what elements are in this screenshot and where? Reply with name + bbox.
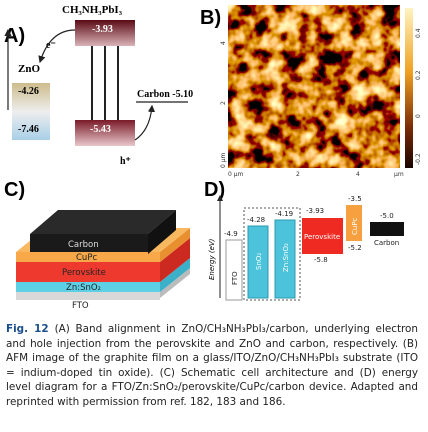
panel-label: A) [4, 25, 25, 47]
carbon-label: Carbon -5.10 [137, 89, 193, 100]
stack [16, 210, 190, 300]
dashed-box [243, 207, 301, 301]
material: Perovskite [304, 233, 340, 241]
panel-label: B) [200, 7, 221, 29]
homo-box [75, 120, 135, 146]
material: FTO [231, 271, 239, 285]
carbon-box [370, 222, 404, 236]
perovskite-box [302, 218, 343, 254]
level: -3.93 [306, 207, 324, 215]
level: -5.43 [90, 124, 111, 135]
layer-label: CuPc [76, 253, 97, 263]
hole-arrow [134, 104, 156, 141]
layer-label: FTO [72, 301, 89, 311]
y-tick-label: 4 [220, 41, 227, 45]
level: -4.26 [18, 86, 39, 97]
level: -7.46 [18, 124, 39, 135]
level: -3.93 [92, 24, 113, 35]
electron: e⁻ [46, 40, 56, 51]
layer-label: Perovskite [62, 268, 106, 278]
x-tick-label: 2 [296, 171, 300, 178]
electron-arrow [38, 29, 76, 64]
material: Zn:SnO₂ [282, 243, 290, 272]
caption-label: Fig. 12 [6, 323, 49, 335]
cbar-label: -0.2 [415, 153, 422, 165]
panel-label: D) [204, 179, 225, 201]
level: -3.5 [348, 195, 362, 203]
material: SnO₂ [255, 253, 263, 270]
hole: h⁺ [120, 156, 131, 167]
level: -4.19 [275, 210, 293, 218]
material: Carbon [374, 239, 399, 247]
layer-label: Carbon [68, 240, 99, 250]
figure: A) CH₃NH₃PbI₃ -3.93 -5.43 -4.26 -7.46 Zn… [4, 4, 422, 311]
cbar-label: 0.4 [415, 28, 422, 38]
y-tick-label: 0 μm [220, 152, 227, 168]
axis-label: Energy (eV) [208, 238, 216, 280]
fto-box [225, 239, 243, 301]
level: -5.8 [314, 256, 328, 264]
level: -5.2 [348, 244, 362, 252]
lumo-box [75, 20, 135, 46]
layer-label: Zn:SnO₂ [66, 283, 101, 293]
cupc-box [346, 205, 362, 241]
level: -5.0 [380, 212, 394, 220]
x-tick-label: μm [394, 171, 404, 178]
cbar-label: 0.2 [415, 70, 422, 80]
colorbar [405, 8, 413, 168]
cbar-label: 0 [415, 114, 422, 118]
afm-image [228, 5, 400, 168]
caption: Fig. 12 (A) Band alignment in ZnO/CH₃NH₃P… [6, 322, 418, 410]
sno2-box [247, 225, 269, 299]
caption-text: (A) Band alignment in ZnO/CH₃NH₃PbI₃/car… [6, 323, 418, 408]
zno-box [12, 83, 50, 140]
level: -4.9 [224, 230, 238, 238]
panel-label: C) [4, 179, 25, 201]
znsno2-box [274, 219, 296, 299]
level: -4.28 [247, 216, 265, 224]
material: CuPc [351, 217, 359, 235]
zno-label: ZnO [18, 63, 40, 75]
x-tick-label: 4 [356, 171, 360, 178]
x-tick-label: 0 μm [228, 171, 244, 178]
y-tick-label: 2 [220, 101, 227, 105]
compound: CH₃NH₃PbI₃ [62, 4, 123, 16]
